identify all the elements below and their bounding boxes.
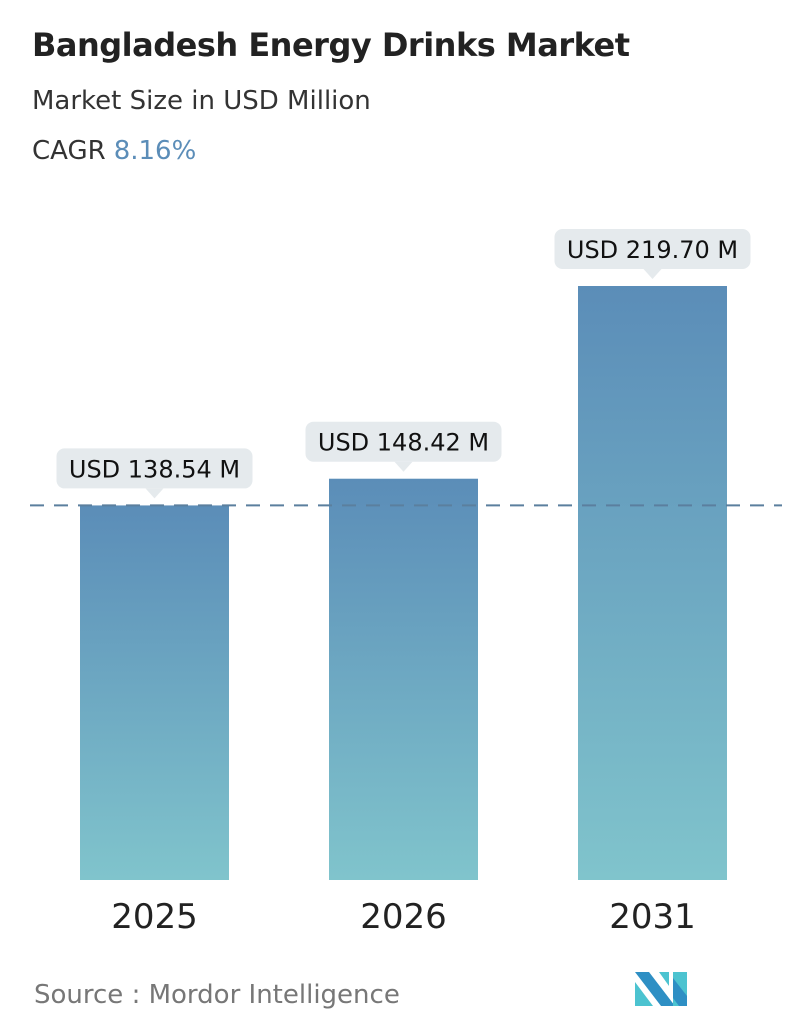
data-label-pointer [394, 461, 413, 472]
data-label-pointer [145, 488, 164, 499]
data-label-box [554, 229, 751, 269]
bar-2031 [578, 286, 727, 880]
chart-subtitle: Market Size in USD Million [32, 86, 371, 116]
cagr-value: 8.16% [113, 136, 197, 166]
x-tick-label: 2026 [360, 897, 447, 937]
source-label: Source : [34, 980, 141, 1010]
bar-2025 [80, 505, 229, 880]
data-label: USD 138.54 M [69, 455, 240, 483]
source: Source : Mordor Intelligence [34, 980, 400, 1010]
bar-2026 [329, 478, 478, 880]
cagr-label: CAGR [32, 136, 106, 166]
data-label: USD 219.70 M [567, 236, 738, 264]
bar-chart: USD 138.54 M 2025 USD 148.42 M 2026 USD 219.… [30, 229, 782, 937]
chart-title: Bangladesh Energy Drinks Market [32, 26, 630, 64]
source-value: Mordor Intelligence [148, 980, 400, 1010]
mordor-logo-icon [635, 972, 687, 1006]
data-label: USD 148.42 M [318, 429, 489, 457]
cagr: CAGR 8.16% [32, 136, 196, 166]
x-tick-label: 2031 [609, 897, 696, 937]
data-label-pointer [643, 269, 662, 279]
x-tick-label: 2025 [111, 897, 198, 937]
data-label-box [305, 421, 502, 462]
data-label-box [56, 448, 253, 489]
